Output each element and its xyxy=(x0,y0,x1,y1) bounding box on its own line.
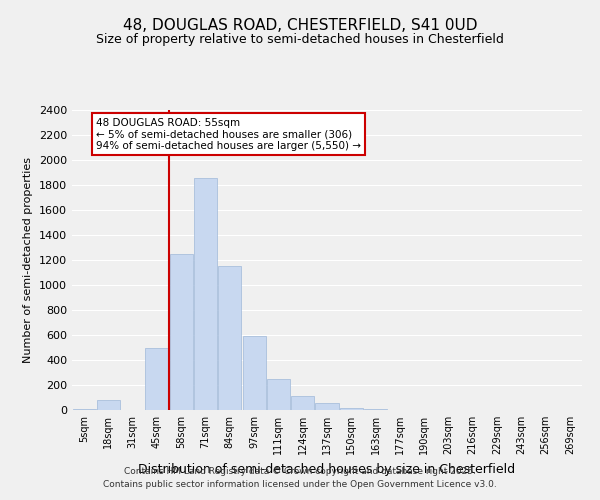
Y-axis label: Number of semi-detached properties: Number of semi-detached properties xyxy=(23,157,34,363)
X-axis label: Distribution of semi-detached houses by size in Chesterfield: Distribution of semi-detached houses by … xyxy=(139,462,515,475)
Text: 48 DOUGLAS ROAD: 55sqm
← 5% of semi-detached houses are smaller (306)
94% of sem: 48 DOUGLAS ROAD: 55sqm ← 5% of semi-deta… xyxy=(96,118,361,150)
Bar xyxy=(170,254,193,410)
Bar xyxy=(194,178,217,410)
Text: 48, DOUGLAS ROAD, CHESTERFIELD, S41 0UD: 48, DOUGLAS ROAD, CHESTERFIELD, S41 0UD xyxy=(123,18,477,32)
Bar xyxy=(242,336,266,410)
Bar xyxy=(316,402,338,410)
Bar xyxy=(218,266,241,410)
Text: Contains HM Land Registry data © Crown copyright and database right 2025.: Contains HM Land Registry data © Crown c… xyxy=(124,467,476,476)
Bar xyxy=(97,400,120,410)
Text: Size of property relative to semi-detached houses in Chesterfield: Size of property relative to semi-detach… xyxy=(96,32,504,46)
Bar xyxy=(145,348,169,410)
Bar xyxy=(267,380,290,410)
Text: Contains public sector information licensed under the Open Government Licence v3: Contains public sector information licen… xyxy=(103,480,497,489)
Bar xyxy=(291,396,314,410)
Bar xyxy=(340,408,363,410)
